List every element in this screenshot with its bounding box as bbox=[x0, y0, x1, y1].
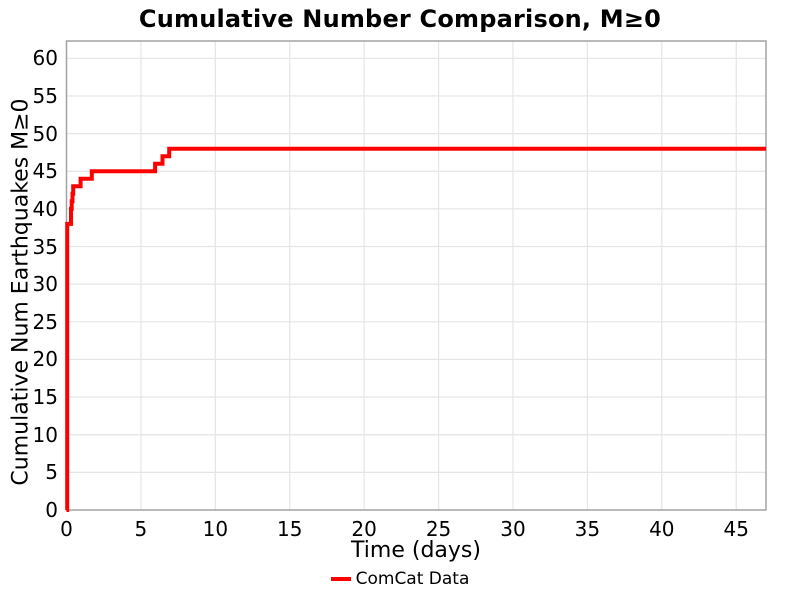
y-tick-label: 45 bbox=[32, 159, 58, 184]
legend: ComCat Data bbox=[0, 569, 800, 589]
y-tick-label: 30 bbox=[32, 272, 58, 297]
y-tick-label: 35 bbox=[32, 234, 58, 259]
x-tick-label: 15 bbox=[277, 517, 303, 541]
y-tick-label: 15 bbox=[32, 385, 58, 410]
y-tick-label: 40 bbox=[32, 196, 58, 221]
y-tick-label: 20 bbox=[32, 347, 58, 372]
chart-title: Cumulative Number Comparison, M≥0 bbox=[138, 5, 662, 33]
x-tick-label: 25 bbox=[425, 517, 452, 541]
y-tick-label: 10 bbox=[32, 422, 58, 447]
x-tick-label: 5 bbox=[134, 517, 148, 541]
y-tick-label: 60 bbox=[32, 46, 58, 71]
x-tick-label: 0 bbox=[60, 517, 73, 541]
legend-label: ComCat Data bbox=[355, 569, 470, 589]
comcat-data-line bbox=[65, 146, 766, 512]
x-tick-label: 40 bbox=[649, 517, 675, 541]
legend-line-swatch bbox=[330, 577, 351, 581]
y-tick-label: 50 bbox=[32, 121, 58, 146]
x-tick-label: 35 bbox=[574, 517, 601, 541]
y-tick-label: 25 bbox=[32, 309, 58, 334]
x-tick-label: 45 bbox=[723, 517, 749, 541]
y-tick-label: 0 bbox=[45, 498, 58, 522]
x-tick-label: 10 bbox=[202, 517, 229, 541]
y-tick-label: 5 bbox=[45, 460, 58, 485]
y-tick-label: 55 bbox=[32, 83, 58, 108]
x-tick-label: 20 bbox=[351, 517, 377, 541]
x-axis-label: Time (days) bbox=[351, 538, 481, 563]
x-tick-label: 30 bbox=[500, 517, 526, 541]
plot-border bbox=[65, 40, 767, 511]
y-axis-label: Cumulative Num Earthquakes M≥0 bbox=[8, 98, 34, 486]
